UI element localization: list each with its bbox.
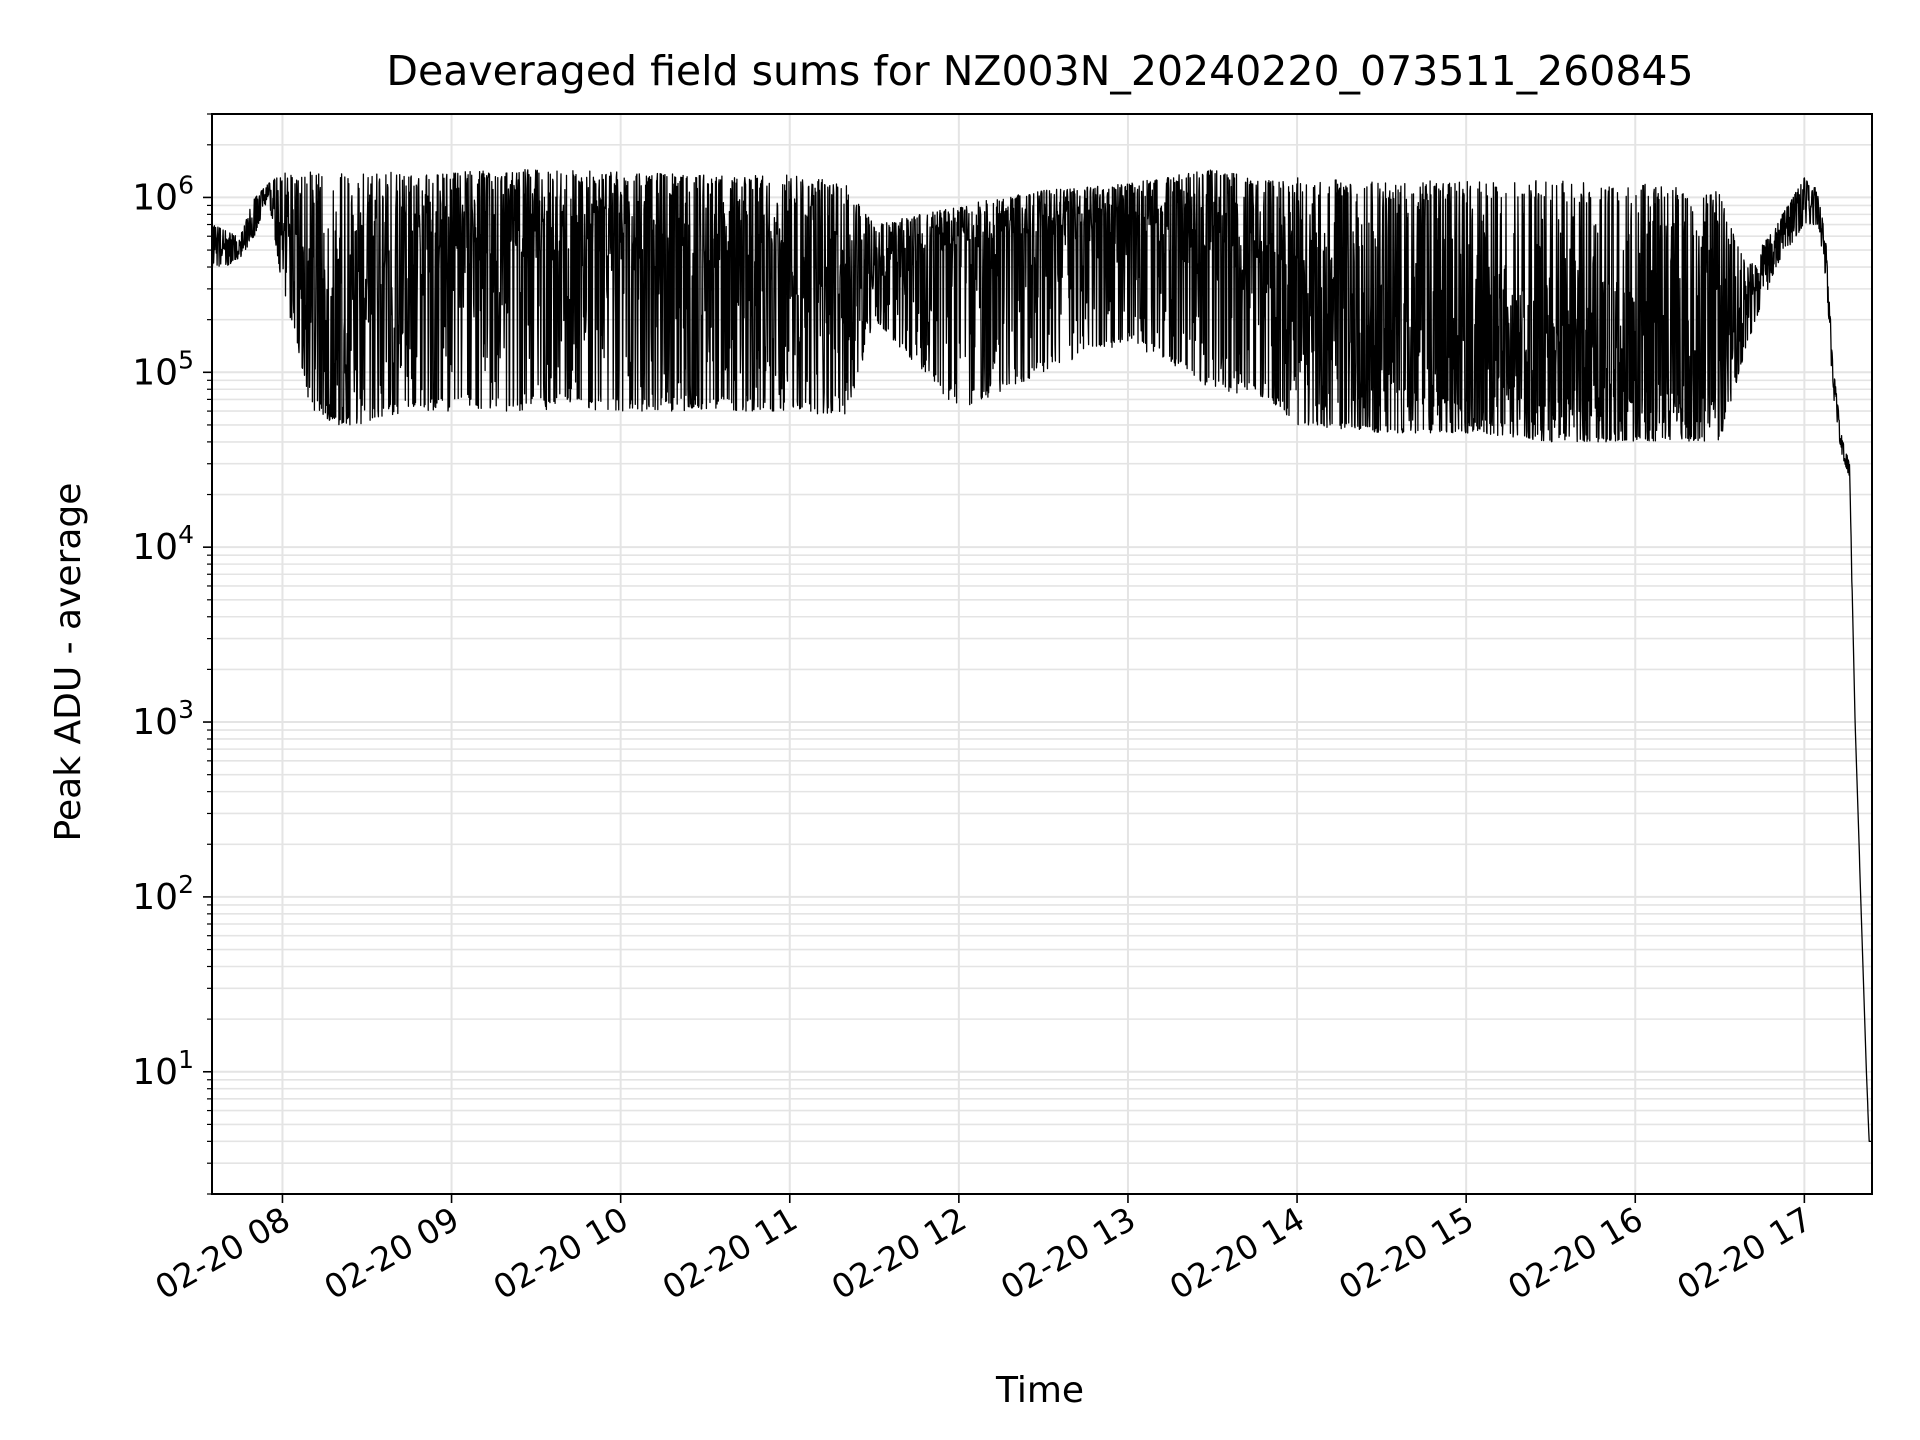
- x-tick-label: 02-20 17: [1670, 1199, 1818, 1307]
- axes: [203, 113, 1873, 1203]
- x-tick-label: 02-20 13: [994, 1199, 1142, 1307]
- x-tick-label: 02-20 10: [487, 1199, 635, 1307]
- series-line: [211, 169, 1873, 1143]
- y-tick-label: 102: [132, 870, 194, 918]
- y-tick-label: 104: [132, 520, 194, 568]
- x-tick-label: 02-20 11: [656, 1199, 804, 1307]
- y-tick-label: 105: [132, 345, 194, 393]
- x-tick-label: 02-20 12: [825, 1199, 973, 1307]
- series-layer: [211, 169, 1873, 1143]
- x-tick-label: 02-20 14: [1163, 1199, 1311, 1307]
- x-tick-label: 02-20 16: [1501, 1199, 1649, 1307]
- x-ticks: 02-20 08 02-20 09 02-20 10 02-20 11 02-20 12…: [148, 1199, 1818, 1307]
- y-axis-label: Peak ADU - average: [48, 483, 89, 842]
- x-axis-label: Time: [995, 1370, 1084, 1411]
- x-tick-label: 02-20 15: [1332, 1199, 1480, 1307]
- x-tick-label: 02-20 09: [318, 1199, 466, 1307]
- y-tick-label: 106: [132, 170, 194, 218]
- chart-title: Deaveraged field sums for NZ003N_2024022…: [386, 47, 1693, 95]
- x-tick-label: 02-20 08: [148, 1199, 296, 1307]
- y-ticks: 101 102 103 104 105 106: [132, 170, 194, 1092]
- plot-frame: [211, 113, 1873, 1195]
- y-tick-label: 101: [132, 1045, 194, 1093]
- y-tick-label: 103: [132, 695, 194, 743]
